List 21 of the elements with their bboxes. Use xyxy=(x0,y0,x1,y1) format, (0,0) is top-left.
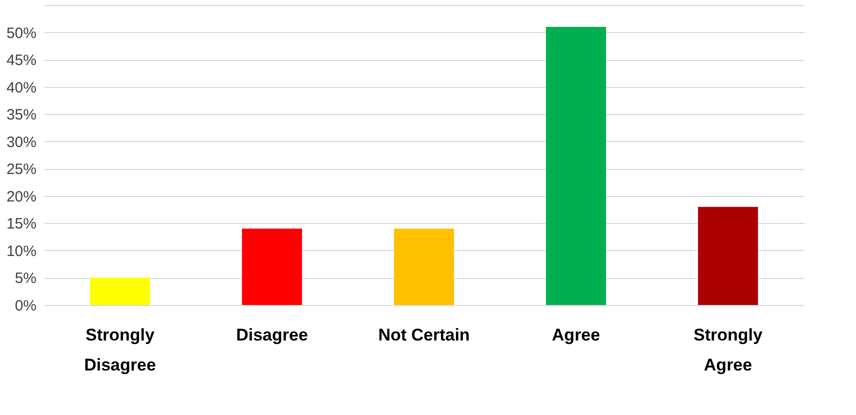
y-tick-label: 10% xyxy=(6,242,36,260)
x-tick-label: Strongly Agree xyxy=(694,326,764,374)
y-tick-label: 25% xyxy=(6,161,36,178)
y-tick-label: 50% xyxy=(6,24,36,42)
bar xyxy=(698,206,758,305)
y-tick-label: 0% xyxy=(14,298,36,314)
y-tick-label: 45% xyxy=(6,52,36,70)
bar xyxy=(394,228,454,305)
x-tick-label: Disagree xyxy=(236,326,308,344)
y-tick-label: 15% xyxy=(6,216,36,233)
bar xyxy=(90,278,150,305)
x-tick-label: Not Certain xyxy=(378,326,470,344)
bar xyxy=(546,26,606,305)
bar xyxy=(242,228,302,305)
y-tick-label: 35% xyxy=(6,106,36,124)
x-tick-label: Strongly Disagree xyxy=(84,326,156,374)
y-tick-label: 20% xyxy=(6,188,36,206)
y-tick-label: 40% xyxy=(6,79,36,96)
y-tick-label: 30% xyxy=(6,134,36,151)
y-tick-label: 5% xyxy=(14,270,36,288)
x-tick-label: Agree xyxy=(552,326,600,344)
